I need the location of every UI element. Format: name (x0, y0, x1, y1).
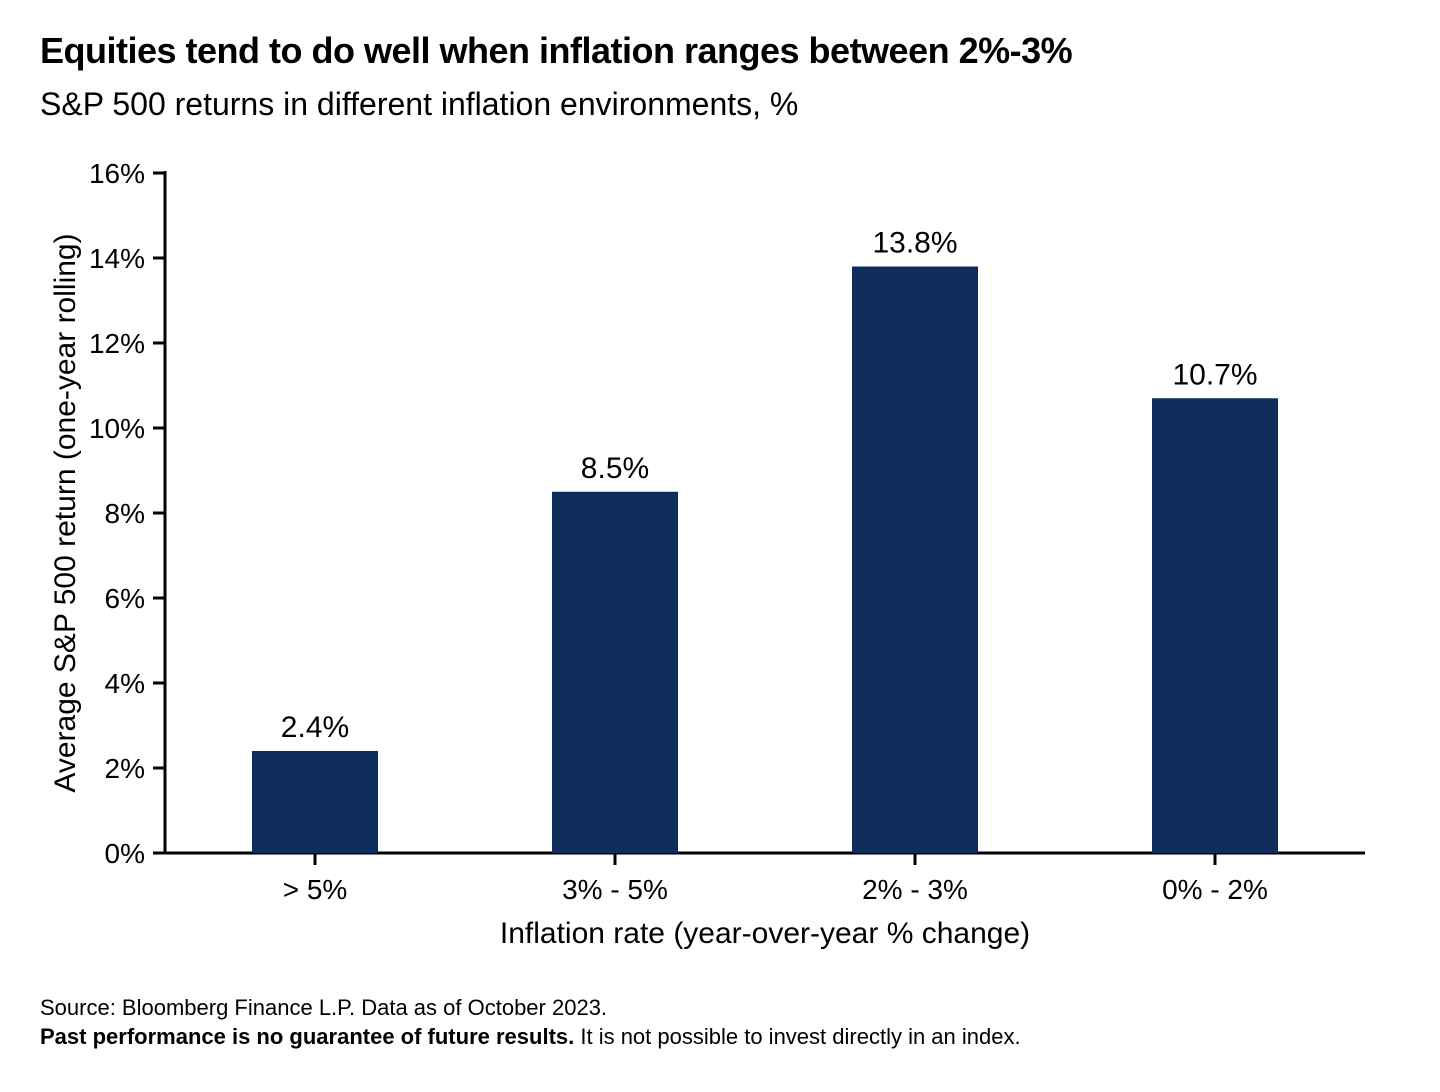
y-tick-label: 14% (89, 243, 145, 274)
x-tick-label: 3% - 5% (562, 874, 668, 905)
y-tick-label: 8% (105, 498, 145, 529)
bar-value-label: 2.4% (281, 711, 349, 744)
y-tick-label: 0% (105, 838, 145, 869)
bar (1152, 398, 1278, 853)
bar (852, 267, 978, 854)
y-tick-label: 16% (89, 158, 145, 189)
footer-line1: Source: Bloomberg Finance L.P. Data as o… (40, 993, 1021, 1023)
x-tick-label: 0% - 2% (1162, 874, 1268, 905)
footer-line2-rest: It is not possible to invest directly in… (574, 1024, 1020, 1049)
y-tick-label: 12% (89, 328, 145, 359)
chart-subtitle: S&P 500 returns in different inflation e… (40, 86, 1400, 123)
bar (252, 751, 378, 853)
bar-chart: 0% 2% 4% 6% 8% 10% 12% 14% 16% Average S&P 500 re… (40, 153, 1400, 983)
bar-value-label: 13.8% (872, 227, 957, 260)
bar-value-label: 10.7% (1172, 358, 1257, 391)
footer-disclaimer: Source: Bloomberg Finance L.P. Data as o… (40, 993, 1021, 1052)
y-axis-label: Average S&P 500 return (one-year rolling… (49, 233, 82, 792)
footer-line2-bold: Past performance is no guarantee of futu… (40, 1024, 574, 1049)
x-tick-label: 2% - 3% (862, 874, 968, 905)
y-tick-label: 6% (105, 583, 145, 614)
y-tick-label: 4% (105, 668, 145, 699)
bar (552, 492, 678, 853)
x-tick-label: > 5% (283, 874, 348, 905)
y-tick-label: 2% (105, 753, 145, 784)
x-axis-label: Inflation rate (year-over-year % change) (500, 917, 1030, 950)
y-tick-label: 10% (89, 413, 145, 444)
bar-value-label: 8.5% (581, 452, 649, 485)
footer-line2: Past performance is no guarantee of futu… (40, 1022, 1021, 1052)
chart-title: Equities tend to do well when inflation … (40, 30, 1400, 72)
